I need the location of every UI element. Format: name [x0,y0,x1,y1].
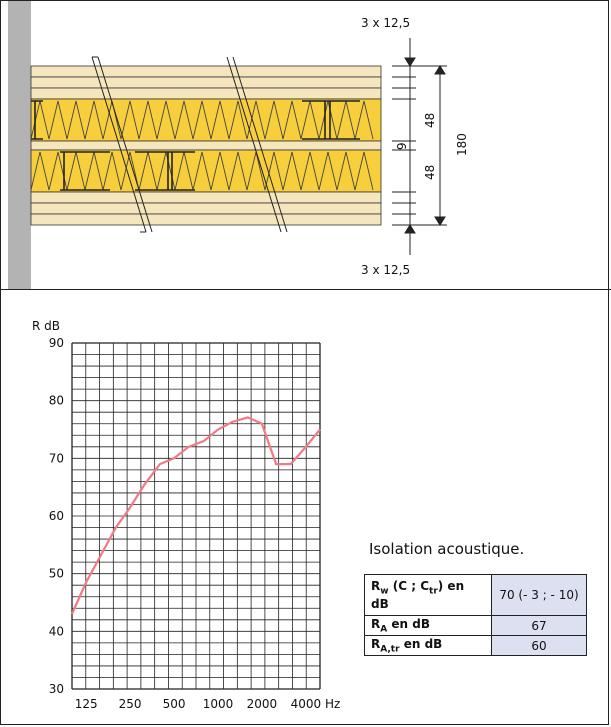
row-value: 67 [491,615,587,636]
acoustic-values-table: Rw (C ; Ctr) en dB 70 (- 3 ; - 10) RA en… [364,574,587,656]
sound-reduction-curve [70,416,321,615]
top-dimension-label: 3 x 12,5 [361,16,410,30]
y-tick-label: 50 [49,567,64,581]
wall-section-diagram: 3 x 12,5 3 x 12,5 48 9 48 180 [8,1,469,289]
plasterboard-layers-top [30,65,382,100]
table-row: RA,tr en dB 60 [364,635,587,656]
acoustic-caption: Isolation acoustique. [369,540,525,558]
gap-dimension: 9 [395,142,409,150]
row-key: Rw (C ; Ctr) en dB [364,574,492,616]
insulation-lower [30,149,382,193]
upper-cavity-dimension: 48 [423,113,437,128]
x-tick-labels: 125 250 500 1000 2000 4000 [75,697,321,711]
x-tick-label: 2000 [247,697,278,711]
masonry-wall [8,1,31,289]
x-tick-label: 1000 [203,697,234,711]
x-axis-unit: Hz [325,697,340,711]
y-tick-label: 30 [49,682,64,696]
total-thickness-dimension: 180 [455,133,469,156]
table-row: RA en dB 67 [364,615,587,636]
row-key: RA en dB [364,615,492,636]
section-divider [0,289,611,290]
y-axis-label: R dB [32,319,60,333]
dimension-lines [392,38,447,255]
row-value: 60 [491,635,587,656]
y-tick-label: 40 [49,624,64,638]
y-tick-labels: 30 40 50 60 70 80 90 [49,336,64,696]
x-tick-label: 4000 [291,697,322,711]
lower-cavity-dimension: 48 [423,165,437,180]
break-lines [91,56,288,233]
y-tick-label: 90 [49,336,64,350]
x-tick-label: 125 [75,697,98,711]
y-tick-label: 60 [49,509,64,523]
row-key: RA,tr en dB [364,635,492,656]
chart-grid [71,342,321,690]
y-tick-label: 80 [49,394,64,408]
x-tick-label: 500 [163,697,186,711]
table-row: Rw (C ; Ctr) en dB 70 (- 3 ; - 10) [364,574,587,616]
plasterboard-layers-bottom [30,191,382,226]
x-tick-label: 250 [119,697,142,711]
y-tick-label: 70 [49,451,64,465]
row-value: 70 (- 3 ; - 10) [491,574,587,616]
metal-studs [31,100,360,191]
bottom-dimension-label: 3 x 12,5 [361,263,410,277]
